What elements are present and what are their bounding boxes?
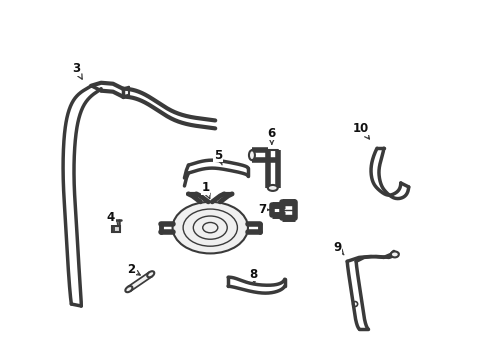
Ellipse shape [390,251,398,257]
Text: 1: 1 [201,181,210,199]
Text: 10: 10 [352,122,368,139]
Text: 4: 4 [107,211,118,226]
Ellipse shape [147,271,154,277]
Text: 9: 9 [332,241,343,255]
Text: 6: 6 [267,127,275,144]
Text: 7: 7 [257,203,269,216]
Ellipse shape [267,185,277,191]
Text: 2: 2 [126,263,140,276]
Text: 8: 8 [248,268,257,284]
Ellipse shape [248,150,254,160]
Ellipse shape [172,202,247,253]
Ellipse shape [125,286,132,292]
Text: 5: 5 [214,149,222,165]
Text: 3: 3 [72,62,82,79]
FancyBboxPatch shape [112,226,120,231]
